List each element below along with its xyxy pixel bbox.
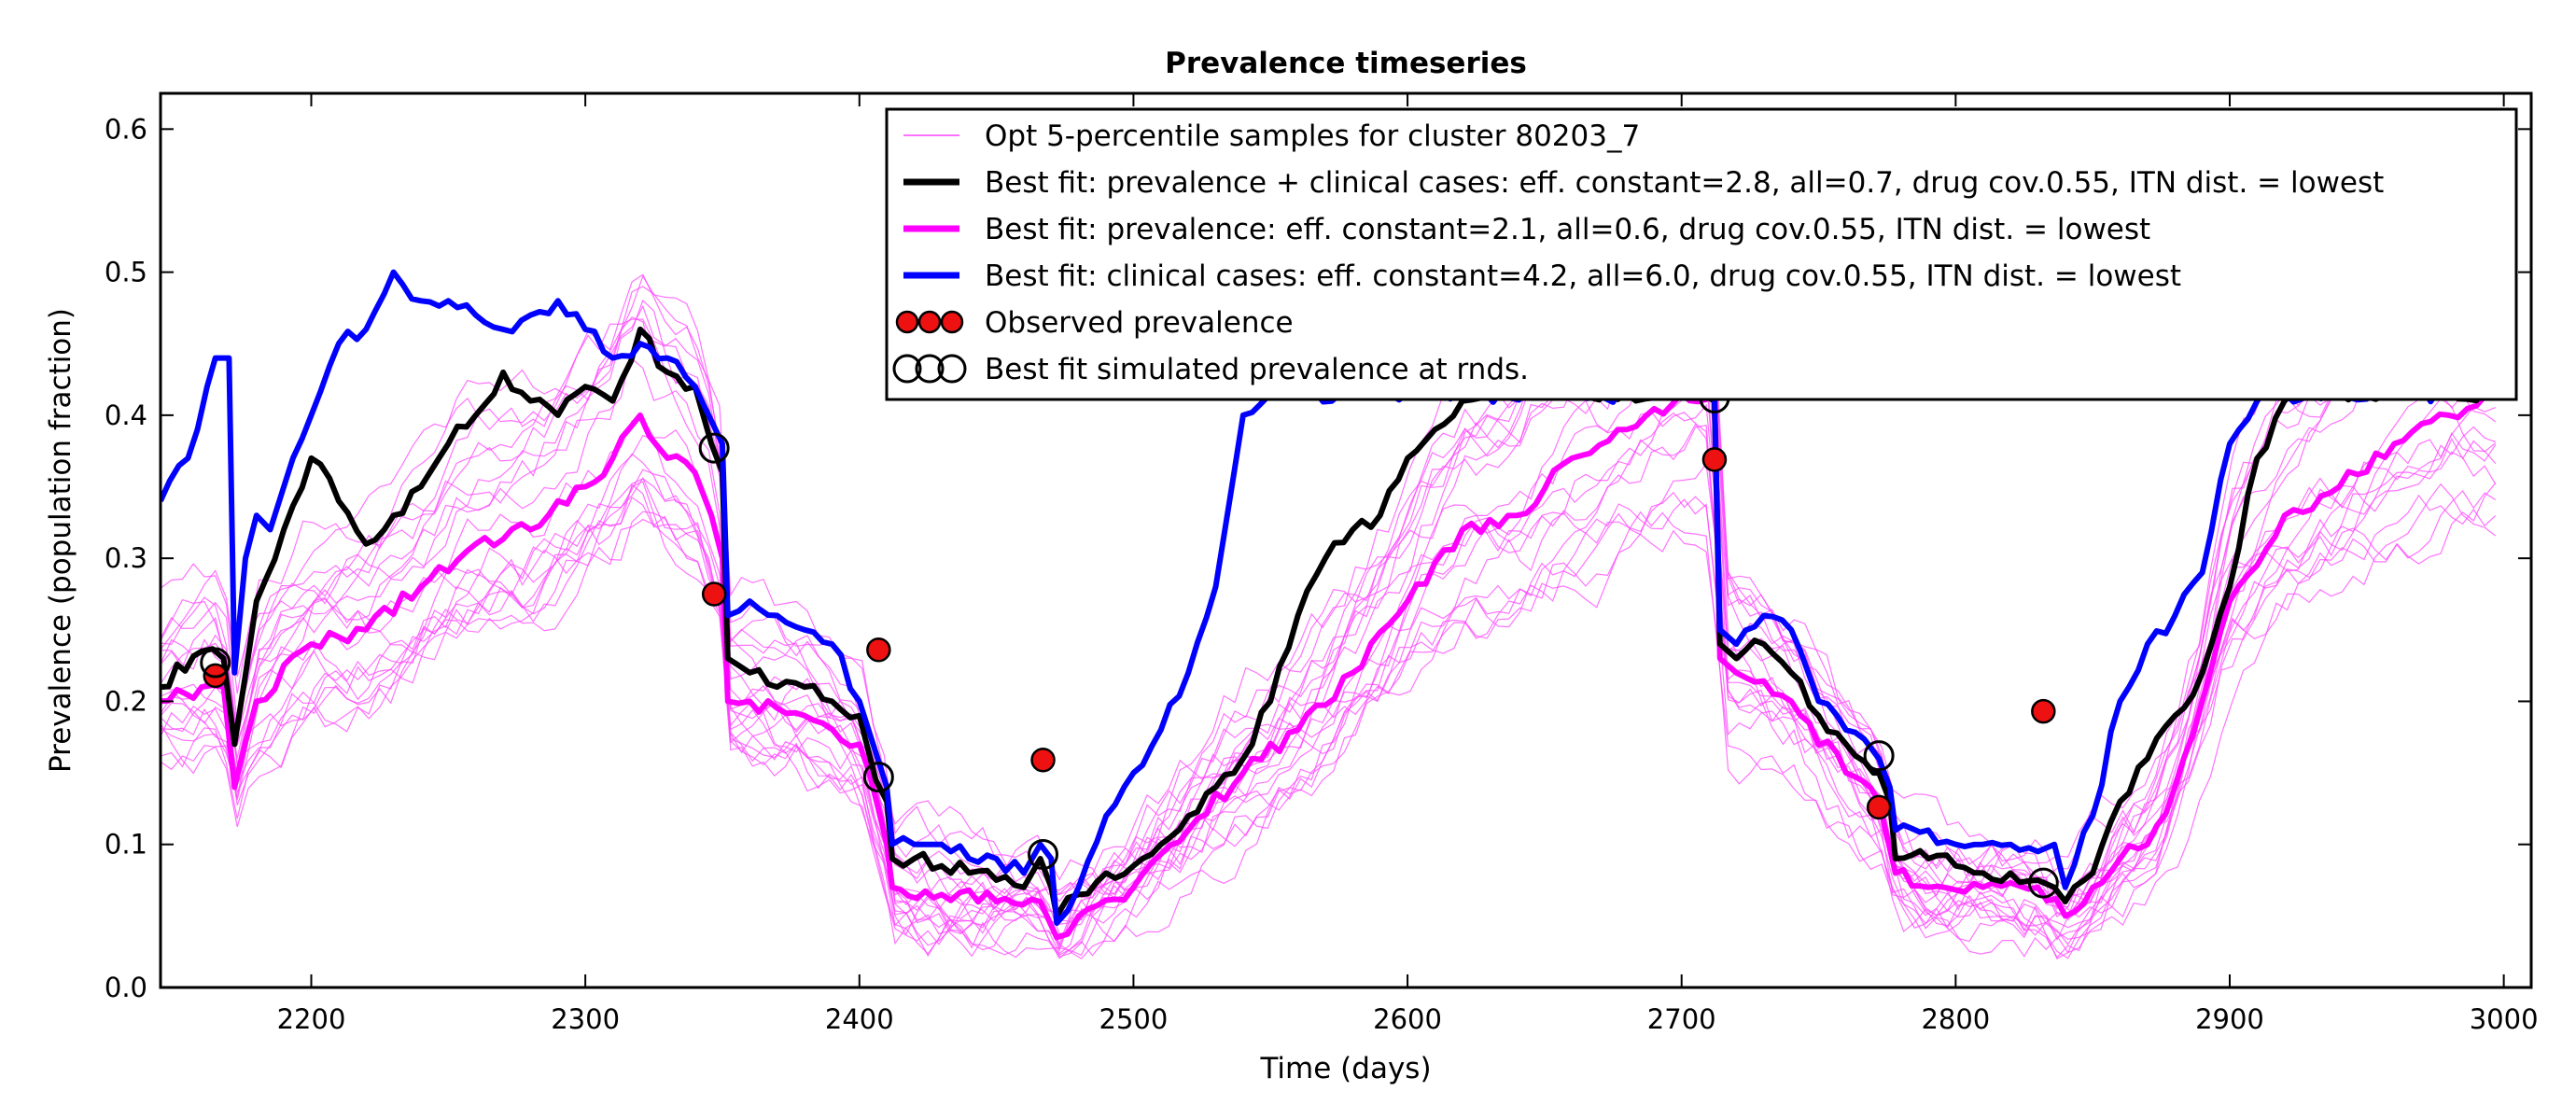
legend-label: Best fit: prevalence: eff. constant=2.1,… [985, 213, 2150, 246]
legend-swatch [917, 310, 942, 334]
sample-line [161, 483, 2497, 959]
observed-point [1866, 794, 1892, 820]
sample-line [161, 255, 2497, 953]
y-tick-label: 0.6 [105, 113, 147, 145]
x-tick-label: 2400 [825, 1003, 894, 1035]
sample-line [161, 406, 2497, 959]
legend-swatch [940, 310, 964, 334]
legend-label: Best fit: prevalence + clinical cases: e… [985, 166, 2384, 200]
observed-point [701, 581, 727, 607]
legend-swatch [915, 354, 945, 384]
simulated-point [1028, 838, 1059, 870]
x-tick-label: 2900 [2195, 1003, 2264, 1035]
x-axis: 2200 2300 2400 2500 2600 2700 2800 2900 3000 [277, 93, 2539, 1035]
sample-line [161, 297, 2497, 908]
series-line-best_combined [161, 326, 2505, 919]
observed-point [1701, 447, 1728, 472]
x-tick-label: 2700 [1647, 1003, 1716, 1035]
simulated-point [200, 647, 231, 679]
x-tick-label: 2600 [1373, 1003, 1442, 1035]
x-tick-label: 2800 [1921, 1003, 1990, 1035]
sample-line [161, 205, 2497, 959]
legend-label: Observed prevalence [985, 306, 1294, 340]
x-tick-label: 3000 [2470, 1003, 2539, 1035]
sample-line [161, 399, 2497, 921]
observed-point [1030, 748, 1056, 773]
sample-line [161, 184, 2497, 925]
x-tick-label: 2500 [1099, 1003, 1169, 1035]
legend-swatch [892, 354, 922, 384]
legend-swatch [895, 310, 919, 334]
y-axis-label: Prevalence (population fraction) [44, 308, 77, 773]
series-line-best_prevalence [161, 387, 2505, 941]
observed-point [2031, 698, 2056, 724]
observed-point [866, 637, 891, 663]
sample-line [161, 490, 2497, 957]
sample-line [161, 255, 2497, 958]
simulated-point [1863, 740, 1895, 772]
legend-swatch [937, 354, 967, 384]
plot-frame [159, 91, 2533, 989]
y-tick-label: 0.1 [105, 829, 147, 861]
y-tick-label: 0.0 [105, 972, 147, 1003]
sample-line [161, 361, 2497, 958]
simulated-point [698, 432, 730, 464]
legend-label: Best fit: clinical cases: eff. constant=… [985, 259, 2181, 293]
x-axis-label: Time (days) [1259, 1052, 1431, 1085]
simulated-point [862, 762, 894, 793]
legend-box [885, 107, 2518, 401]
y-tick-label: 0.3 [105, 542, 147, 574]
legend: Opt 5-percentile samples for cluster 802… [885, 107, 2518, 401]
y-tick-label: 0.4 [105, 399, 147, 431]
x-tick-label: 2200 [277, 1003, 346, 1035]
simulated-point [2027, 867, 2059, 899]
sample-line [161, 373, 2497, 959]
y-axis: 0.0 0.1 0.2 0.3 0.4 0.5 0.6 [105, 113, 2531, 1003]
y-tick-label: 0.2 [105, 685, 147, 717]
legend-label: Opt 5-percentile samples for cluster 802… [985, 119, 1640, 153]
chart-title: Prevalence timeseries [1165, 47, 1527, 80]
legend-label: Best fit simulated prevalence at rnds. [985, 353, 1529, 386]
sample-line [161, 246, 2497, 929]
sample-series-group [161, 184, 2497, 959]
y-tick-label: 0.5 [105, 257, 147, 288]
marker-group [200, 382, 2059, 899]
x-tick-label: 2300 [551, 1003, 620, 1035]
